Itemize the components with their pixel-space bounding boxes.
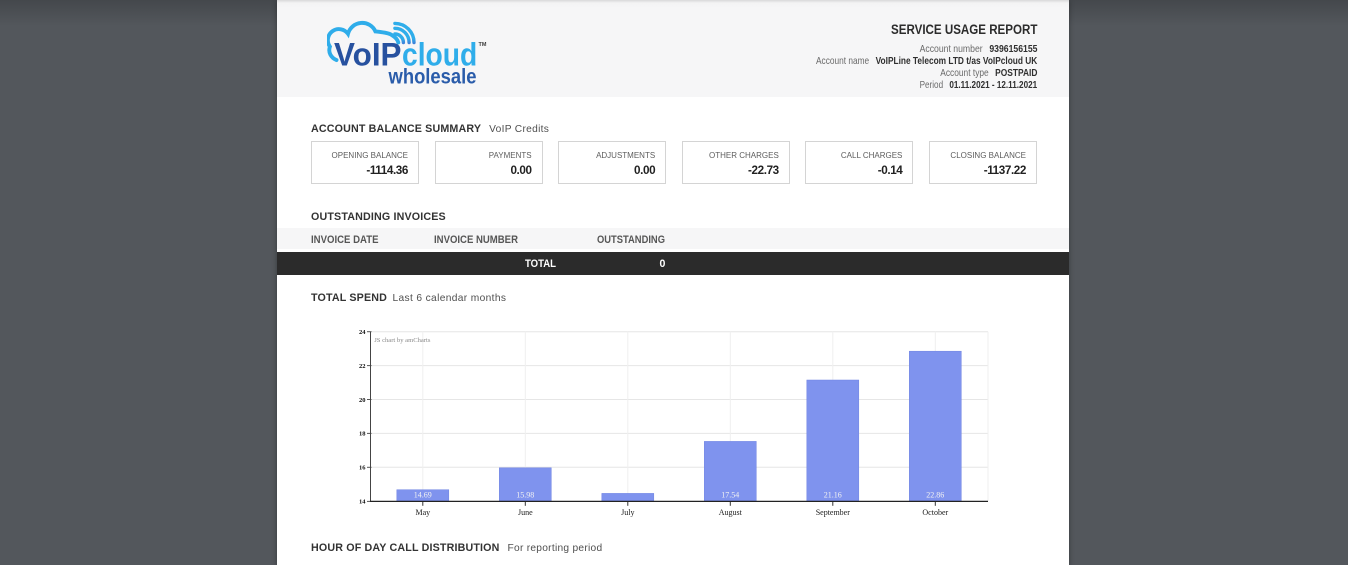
svg-text:20: 20 (359, 397, 366, 404)
svg-text:TM: TM (479, 42, 487, 48)
svg-text:September: September (816, 508, 851, 517)
svg-text:May: May (415, 508, 430, 517)
svg-text:JS chart by amCharts: JS chart by amCharts (374, 337, 431, 344)
svg-text:VoIP: VoIP (334, 37, 402, 73)
svg-text:14: 14 (359, 499, 366, 506)
svg-text:cloud: cloud (402, 37, 477, 73)
svg-text:18: 18 (359, 431, 366, 438)
svg-text:June: June (518, 508, 533, 517)
svg-text:August: August (719, 508, 743, 517)
svg-text:21.16: 21.16 (824, 490, 842, 499)
svg-text:22.86: 22.86 (926, 490, 944, 499)
svg-text:17.54: 17.54 (721, 490, 739, 499)
svg-text:15.98: 15.98 (516, 490, 534, 499)
svg-text:14.69: 14.69 (414, 490, 432, 499)
svg-text:July: July (621, 508, 634, 517)
svg-text:October: October (922, 508, 948, 517)
svg-text:wholesale: wholesale (388, 66, 477, 88)
svg-text:16: 16 (359, 465, 366, 472)
svg-text:24: 24 (359, 329, 366, 336)
svg-text:22: 22 (359, 363, 366, 370)
